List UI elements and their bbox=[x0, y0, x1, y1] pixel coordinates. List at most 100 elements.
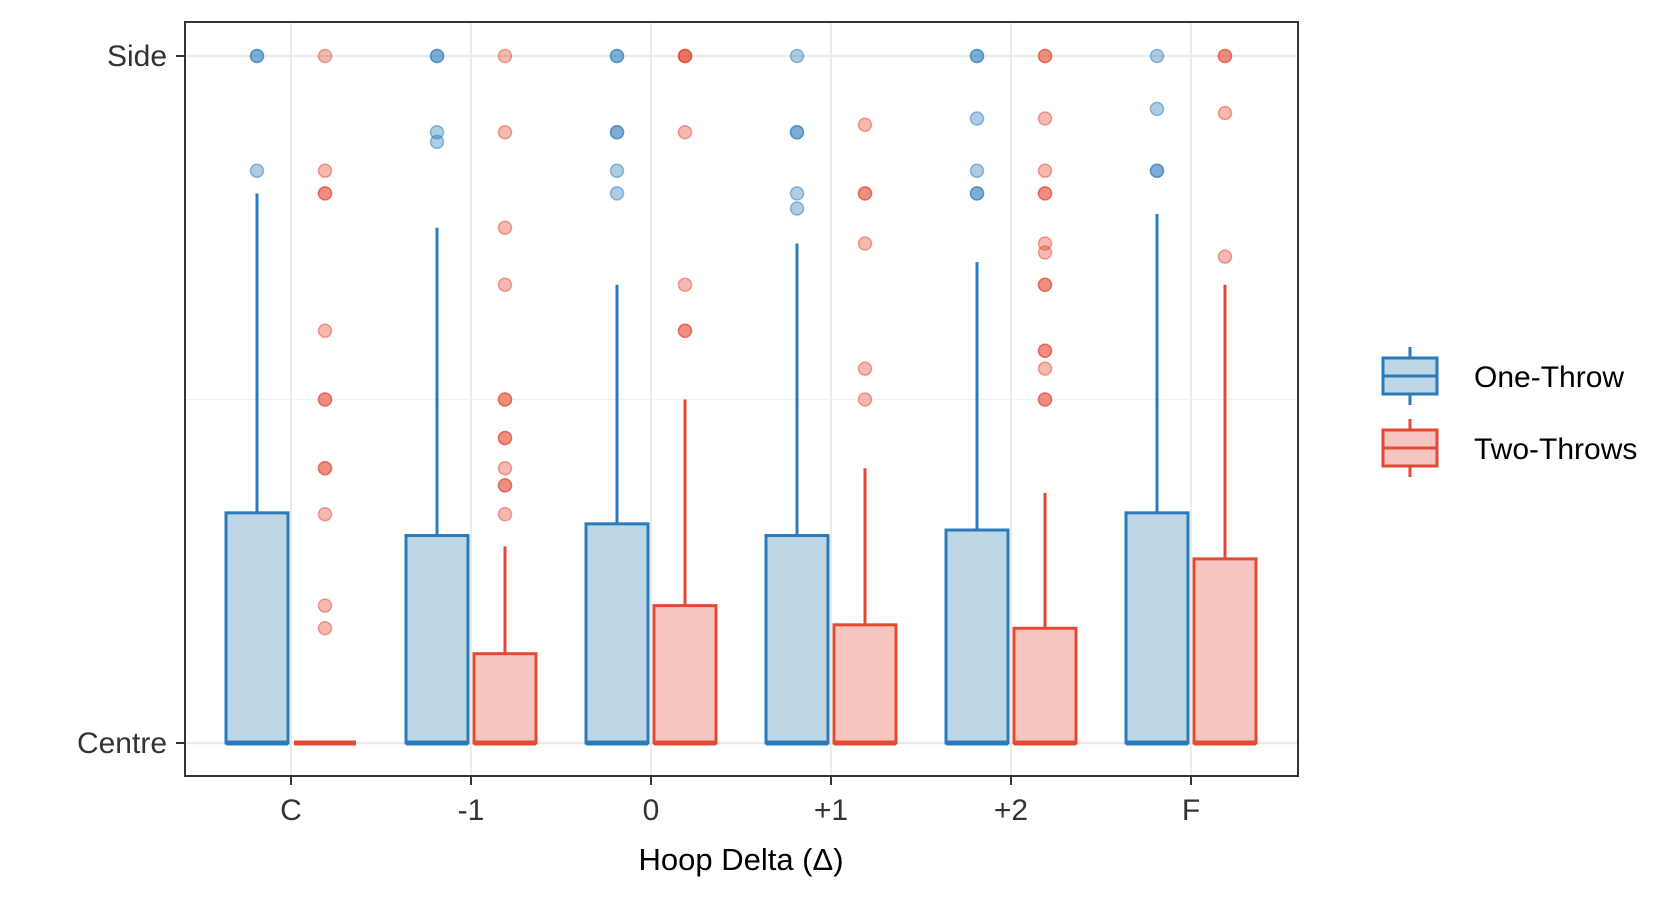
outlier-point bbox=[317, 621, 333, 636]
box bbox=[1192, 557, 1258, 745]
outlier-point bbox=[1037, 111, 1053, 126]
outlier-point bbox=[497, 220, 513, 235]
legend-item: One-Throw bbox=[1381, 347, 1624, 405]
outlier-point bbox=[677, 48, 693, 64]
boxplot-group bbox=[294, 48, 356, 746]
outlier-point bbox=[857, 117, 873, 132]
outlier-point bbox=[1149, 48, 1165, 64]
legend-label: One-Throw bbox=[1474, 361, 1624, 394]
x-tick-label: C bbox=[280, 794, 302, 827]
outlier-point bbox=[497, 478, 513, 493]
outlier-point bbox=[609, 186, 625, 201]
box bbox=[764, 534, 830, 745]
boxplot-group bbox=[1192, 48, 1258, 746]
outlier-point bbox=[1217, 105, 1233, 121]
grid bbox=[185, 22, 1298, 776]
boxplot-group bbox=[944, 48, 1010, 746]
outlier-point bbox=[249, 48, 265, 64]
outlier-point bbox=[497, 430, 513, 446]
outlier-point bbox=[969, 186, 985, 201]
outlier-point bbox=[497, 48, 513, 64]
box bbox=[472, 652, 538, 745]
outlier-point bbox=[1149, 101, 1165, 117]
outlier-point bbox=[497, 392, 513, 407]
box bbox=[944, 528, 1010, 745]
boxplot-group bbox=[224, 48, 290, 746]
outlier-point bbox=[789, 186, 805, 201]
outlier-point bbox=[1037, 163, 1053, 178]
box bbox=[652, 604, 718, 745]
outlier-point bbox=[1037, 245, 1053, 260]
box bbox=[1012, 626, 1078, 745]
outlier-point bbox=[857, 236, 873, 251]
legend-item: Two-Throws bbox=[1381, 419, 1637, 477]
y-tick-label: Side bbox=[107, 40, 167, 73]
x-tick-label: +1 bbox=[814, 794, 848, 827]
outlier-point bbox=[857, 361, 873, 376]
outlier-point bbox=[969, 48, 985, 64]
outlier-point bbox=[1037, 361, 1053, 376]
outlier-point bbox=[429, 134, 445, 150]
outlier-point bbox=[609, 163, 625, 178]
y-tick-label: Centre bbox=[77, 727, 167, 760]
boxplot-group bbox=[584, 48, 650, 746]
outlier-point bbox=[317, 48, 333, 64]
boxplot-group bbox=[764, 48, 830, 746]
plot-border bbox=[184, 21, 1299, 777]
outlier-point bbox=[317, 392, 333, 407]
box bbox=[224, 511, 290, 745]
outlier-point bbox=[429, 48, 445, 64]
x-tick-label: 0 bbox=[643, 794, 660, 827]
outlier-point bbox=[317, 163, 333, 178]
outlier-point bbox=[969, 163, 985, 178]
outlier-point bbox=[1037, 343, 1053, 358]
outlier-point bbox=[857, 186, 873, 201]
outlier-point bbox=[969, 111, 985, 126]
outlier-point bbox=[1217, 48, 1233, 64]
box bbox=[1124, 511, 1190, 745]
outlier-point bbox=[497, 460, 513, 476]
outlier-point bbox=[1037, 392, 1053, 407]
outlier-point bbox=[497, 277, 513, 293]
boxplot-group bbox=[652, 48, 718, 746]
outlier-point bbox=[317, 506, 333, 522]
outlier-point bbox=[497, 506, 513, 522]
outlier-point bbox=[317, 323, 333, 339]
outlier-point bbox=[317, 598, 333, 613]
x-tick-label: +2 bbox=[994, 794, 1028, 827]
boxplot-group bbox=[1012, 48, 1078, 746]
outlier-point bbox=[317, 460, 333, 476]
boxplot-group bbox=[404, 48, 470, 746]
x-axis-title: Hoop Delta (Δ) bbox=[638, 842, 843, 877]
boxplot-group bbox=[472, 48, 538, 746]
x-axis: C -1 0 +1 +2 F bbox=[280, 776, 1200, 827]
outlier-point bbox=[609, 48, 625, 64]
outlier-point bbox=[497, 125, 513, 140]
outlier-point bbox=[1037, 186, 1053, 201]
legend: One-Throw Two-Throws bbox=[1381, 347, 1637, 477]
boxplot-group bbox=[1124, 48, 1190, 746]
outlier-point bbox=[677, 323, 693, 339]
x-tick-label: F bbox=[1182, 794, 1200, 827]
outlier-point bbox=[789, 48, 805, 64]
y-axis: Centre Side bbox=[77, 40, 185, 760]
outlier-point bbox=[677, 277, 693, 293]
boxplots bbox=[224, 48, 1258, 746]
outlier-point bbox=[789, 125, 805, 140]
legend-label: Two-Throws bbox=[1474, 433, 1637, 466]
outlier-point bbox=[317, 186, 333, 201]
x-tick-label: -1 bbox=[458, 794, 485, 827]
boxplot-group bbox=[832, 117, 898, 746]
outlier-point bbox=[857, 392, 873, 407]
outlier-point bbox=[677, 125, 693, 140]
outlier-point bbox=[789, 201, 805, 216]
box bbox=[584, 522, 650, 745]
box bbox=[832, 623, 898, 745]
box bbox=[404, 534, 470, 745]
outlier-point bbox=[1037, 277, 1053, 293]
outlier-point bbox=[249, 163, 265, 178]
outlier-point bbox=[609, 125, 625, 140]
outlier-point bbox=[1037, 48, 1053, 64]
outlier-point bbox=[1217, 249, 1233, 264]
